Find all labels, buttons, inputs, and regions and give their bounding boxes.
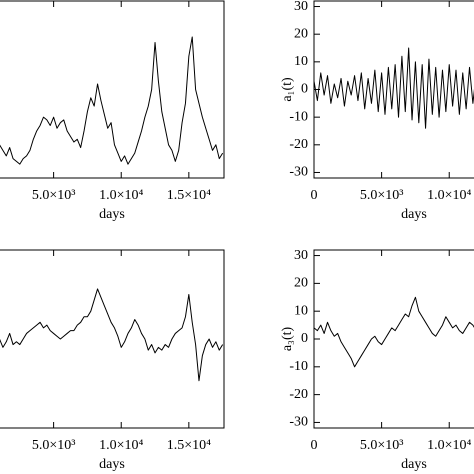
panel: 5.0×10³ 1.0×10⁴ 1.5×10⁴ days — [0, 249, 225, 472]
x-axis-label: days — [401, 207, 427, 222]
y-tick-label: -10 — [289, 109, 308, 124]
x-tick-label: 1.0×10⁴ — [427, 188, 471, 203]
x-tick-label: 5.0×10³ — [32, 188, 76, 203]
panel: 0 5.0×10³ 1.0×10⁴ -30 -20 -10 0 10 20 30 days a₁(t) — [280, 0, 474, 222]
y-tick-label: -10 — [289, 359, 308, 374]
plot-frame — [0, 0, 225, 179]
series-line — [314, 296, 474, 368]
y-tick-label: 0 — [301, 82, 308, 97]
x-tick-label: 1.0×10⁴ — [427, 438, 471, 453]
x-tick-label: 1.0×10⁴ — [99, 438, 143, 453]
y-axis-label: a₃(t) — [280, 327, 295, 352]
y-tick-label: 20 — [294, 276, 308, 291]
y-tick-label: 0 — [301, 331, 308, 346]
panel: 0 5.0×10³ 1.0×10⁴ -30 -20 -10 0 10 20 30 days a₃(t) — [280, 248, 474, 472]
x-axis-label: days — [99, 207, 125, 222]
y-tick-label: 10 — [294, 54, 308, 69]
x-tick-label: 1.5×10⁴ — [167, 438, 211, 453]
series-line — [0, 36, 224, 165]
series-line — [0, 288, 224, 382]
x-tick-label: 5.0×10³ — [360, 438, 404, 453]
y-tick-label: 20 — [294, 26, 308, 41]
y-tick-label: -30 — [289, 165, 308, 180]
x-tick-label: 5.0×10³ — [360, 188, 404, 203]
plot-frame — [0, 249, 225, 429]
y-tick-label: -20 — [289, 137, 308, 152]
y-tick-label: -30 — [289, 415, 308, 430]
y-tick-label: -20 — [289, 387, 308, 402]
y-tick-label: 10 — [294, 303, 308, 318]
y-axis-label: a₁(t) — [280, 77, 295, 102]
series-line — [314, 47, 474, 129]
x-tick-label: 1.5×10⁴ — [167, 188, 211, 203]
x-tick-label: 5.0×10³ — [32, 438, 76, 453]
x-axis-label: days — [99, 457, 125, 472]
x-tick-label: 0 — [311, 438, 318, 453]
plot-frame — [313, 249, 474, 429]
y-tick-label: 30 — [294, 248, 308, 263]
plot-frame — [313, 0, 474, 179]
x-tick-label: 0 — [311, 188, 318, 203]
panel: 5.0×10³ 1.0×10⁴ 1.5×10⁴ days — [0, 0, 225, 222]
y-tick-label: 30 — [294, 0, 308, 14]
x-axis-label: days — [401, 457, 427, 472]
x-tick-label: 1.0×10⁴ — [99, 188, 143, 203]
